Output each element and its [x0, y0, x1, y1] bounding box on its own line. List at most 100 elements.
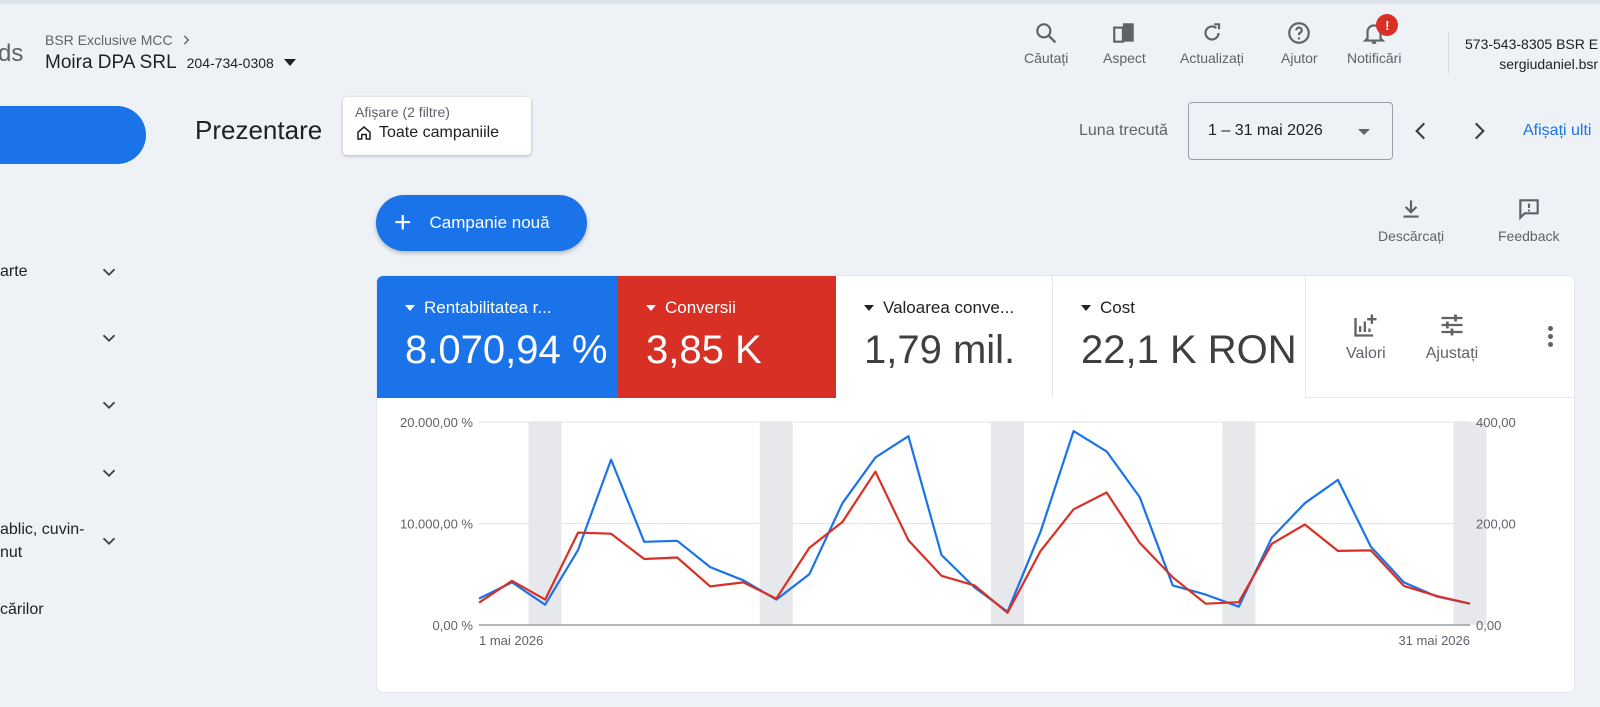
x-tick-label-end: 31 mai 2026 — [1398, 633, 1470, 648]
sidebar-item-3[interactable] — [0, 394, 120, 416]
metric-value: 1,79 mil. — [864, 328, 1016, 372]
mcc-breadcrumb[interactable]: BSR Exclusive MCC — [45, 32, 193, 48]
metric-value: 8.070,94 % — [405, 328, 608, 372]
chevron-down-icon — [102, 469, 116, 478]
y-left-tick-label: 0,00 % — [433, 618, 474, 633]
appearance-label: Aspect — [1103, 50, 1146, 66]
add-chart-icon — [1354, 314, 1377, 337]
appearance-icon — [1113, 23, 1135, 43]
filter-label: Afișare (2 filtre) — [355, 104, 450, 120]
sidebar-item-label: ablic, cuvin- nut — [0, 521, 85, 561]
metric-label: Conversii — [665, 298, 736, 317]
chevron-down-icon — [102, 268, 116, 276]
adjust-label: Ajustați — [1425, 344, 1479, 362]
notifications-button[interactable]: ! Notificări — [1347, 14, 1402, 66]
caret-down-icon[interactable] — [1081, 305, 1091, 311]
metric-label: Cost — [1100, 298, 1135, 317]
google-ads-logo[interactable]: ds — [0, 40, 24, 67]
account-selector[interactable]: Moira DPA SRL 204-734-0308 — [45, 52, 296, 74]
search-button[interactable]: Căutați — [1024, 20, 1068, 66]
adjust-button[interactable]: Ajustați — [1426, 311, 1478, 363]
feedback-button[interactable]: Feedback — [1498, 196, 1559, 244]
metric-tile-conversion-value[interactable]: Valoarea conve... 1,79 mil. — [836, 276, 1053, 398]
campaign-filter[interactable]: Afișare (2 filtre) Toate campaniile — [343, 97, 531, 155]
more-options-icon[interactable] — [1548, 326, 1554, 347]
create-button[interactable] — [0, 106, 146, 164]
metric-tile-roas[interactable]: Rentabilitatea r... 8.070,94 % — [377, 276, 618, 398]
mcc-name[interactable]: BSR Exclusive MCC — [45, 32, 173, 48]
metric-label: Valoarea conve... — [883, 298, 1015, 317]
header-divider — [1448, 32, 1449, 74]
values-label: Valori — [1346, 344, 1386, 362]
sidebar-item-1[interactable]: arte — [0, 260, 120, 283]
performance-chart: 20.000,00 % 10.000,00 % 0,00 % 400,00 200,00… — [400, 415, 1516, 648]
date-range-value: 1 – 31 mai 2026 — [1208, 122, 1323, 139]
tune-icon — [1441, 314, 1463, 335]
plus-icon: + — [394, 206, 412, 239]
help-label: Ajutor — [1281, 50, 1318, 66]
y-right-tick-label: 0,00 — [1476, 618, 1501, 633]
caret-down-icon — [1358, 129, 1370, 135]
metric-tools: Valori Ajustați — [1306, 276, 1574, 397]
appearance-button[interactable]: Aspect — [1103, 20, 1146, 66]
performance-card: Rentabilitatea r... 8.070,94 % Conversii… — [377, 276, 1574, 692]
page-title: Prezentare — [195, 115, 323, 145]
account-info-line1: 573-543-8305 BSR E — [1465, 36, 1599, 52]
next-period-icon[interactable] — [1466, 118, 1492, 144]
notifications-label: Notificări — [1347, 50, 1402, 66]
new-campaign-label: Campanie nouă — [429, 213, 550, 232]
sidebar-item-2[interactable] — [0, 327, 120, 349]
metric-value: 3,85 K — [646, 328, 762, 372]
download-label: Descărcați — [1378, 228, 1445, 244]
account-info-line2: sergiudaniel.bsr — [1499, 56, 1599, 72]
y-left-tick-label: 20.000,00 % — [400, 415, 473, 430]
caret-down-icon[interactable] — [283, 59, 296, 66]
sidebar-item-5[interactable]: ablic, cuvin- nut — [0, 518, 120, 564]
caret-down-icon[interactable] — [405, 305, 415, 311]
date-range-picker[interactable]: 1 – 31 mai 2026 — [1188, 102, 1393, 160]
metric-label: Rentabilitatea r... — [424, 298, 552, 317]
date-preset-label: Luna trecută — [1079, 122, 1168, 139]
chevron-down-icon — [102, 401, 116, 410]
previous-period-icon[interactable] — [1408, 118, 1434, 144]
y-left-tick-label: 10.000,00 % — [400, 517, 473, 532]
show-last-link[interactable]: Afișați ulti — [1523, 122, 1592, 139]
values-button[interactable]: Valori — [1346, 311, 1386, 363]
home-icon — [357, 126, 371, 140]
caret-down-icon[interactable] — [864, 305, 874, 311]
metric-tiles: Rentabilitatea r... 8.070,94 % Conversii… — [377, 276, 1574, 398]
x-tick-label-start: 1 mai 2026 — [479, 633, 543, 648]
caret-down-icon[interactable] — [646, 305, 656, 311]
download-button[interactable]: Descărcați — [1378, 196, 1444, 244]
metric-tile-cost[interactable]: Cost 22,1 K RON — [1053, 276, 1306, 398]
account-id: 204-734-0308 — [186, 55, 274, 71]
new-campaign-button[interactable]: + Campanie nouă — [376, 195, 587, 251]
refresh-button[interactable]: Actualizați — [1180, 20, 1244, 66]
y-right-tick-label: 200,00 — [1476, 517, 1516, 532]
feedback-label: Feedback — [1498, 228, 1560, 244]
help-button[interactable]: Ajutor — [1281, 20, 1318, 66]
chevron-down-icon — [102, 334, 116, 343]
refresh-icon — [1204, 23, 1221, 41]
feedback-icon — [1518, 199, 1539, 221]
sidebar-item-6[interactable]: cărilor — [0, 598, 120, 621]
series-line-1 — [478, 429, 1471, 613]
metric-value: 22,1 K RON — [1081, 328, 1297, 372]
search-icon — [1036, 23, 1057, 43]
notification-badge: ! — [1376, 14, 1399, 36]
search-label: Căutați — [1024, 50, 1069, 66]
sidebar-item-label: arte — [0, 263, 28, 280]
account-info[interactable]: 573-543-8305 BSR E sergiudaniel.bsr — [1465, 34, 1598, 74]
series-line-2 — [478, 470, 1471, 614]
chevron-down-icon — [102, 537, 116, 546]
y-right-tick-label: 400,00 — [1476, 415, 1516, 430]
account-name: Moira DPA SRL — [45, 52, 177, 73]
top-bar: ds BSR Exclusive MCC Moira DPA SRL 204-7… — [0, 0, 1600, 84]
refresh-label: Actualizați — [1180, 50, 1244, 66]
chevron-right-icon — [183, 35, 189, 45]
sidebar-item-4[interactable] — [0, 462, 120, 484]
download-icon — [1403, 200, 1419, 218]
help-icon — [1288, 22, 1311, 44]
filter-value: Toate campaniile — [379, 124, 500, 141]
metric-tile-conversions[interactable]: Conversii 3,85 K — [618, 276, 836, 398]
